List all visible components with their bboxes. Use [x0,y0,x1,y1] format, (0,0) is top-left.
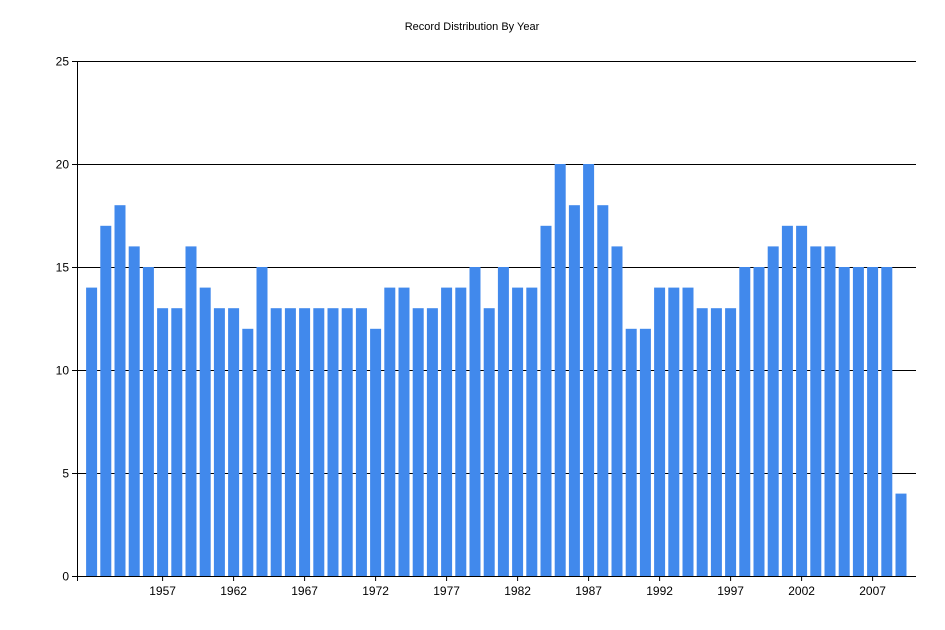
y-tick-label: 0 [62,570,69,584]
bar [725,308,737,576]
bar [199,287,211,576]
bar [370,328,382,576]
bar [867,267,879,576]
bar [86,287,98,576]
x-tick-label: 1992 [646,584,673,598]
y-axis-ticks: 0 5 10 15 20 25 [56,55,77,584]
bar [455,287,467,576]
bar [384,287,396,576]
x-tick-label: 1987 [575,584,602,598]
y-tick-label: 15 [56,261,70,275]
x-tick-label: 1977 [433,584,460,598]
chart-title: Record Distribution By Year [405,21,540,33]
bar [412,308,424,576]
bar [398,287,410,576]
bar [767,246,779,576]
bar [668,287,680,576]
x-tick-label: 1972 [362,584,389,598]
bar [696,308,708,576]
bar [881,267,893,576]
bar [753,267,765,576]
bar [313,308,325,576]
x-tick-label: 2007 [859,584,886,598]
bar [469,267,481,576]
y-tick-label: 20 [56,158,70,172]
bar [810,246,822,576]
bar [682,287,694,576]
bar [838,267,850,576]
bar [270,308,282,576]
bar [242,328,254,576]
axes [72,61,916,581]
bar [142,267,154,576]
bar [128,246,140,576]
x-tick-label: 1962 [220,584,247,598]
x-tick-label: 1997 [717,584,744,598]
y-tick-label: 10 [56,364,70,378]
bar [441,287,453,576]
bar [512,287,524,576]
bar [497,267,509,576]
bar [781,225,793,577]
bar [284,308,296,576]
y-tick-label: 25 [56,55,70,69]
bar [327,308,339,576]
bar [895,493,907,576]
bar [483,308,495,576]
bar [568,205,580,576]
bar [852,267,864,576]
bar [625,328,637,576]
bar [228,308,240,576]
bar [739,267,751,576]
x-tick-label: 1982 [504,584,531,598]
bar [554,164,566,576]
bar [171,308,183,576]
bar [185,246,197,576]
bar [639,328,651,576]
bar [710,308,722,576]
bar [526,287,538,576]
bar [355,308,367,576]
bar [299,308,311,576]
bar [824,246,836,576]
bar [114,205,126,576]
bar [157,308,169,576]
x-tick-label: 1967 [291,584,318,598]
bar [654,287,666,576]
x-tick-label: 2002 [788,584,815,598]
bar [540,225,552,577]
y-tick-label: 5 [62,467,69,481]
bar [100,225,112,577]
bar [597,205,609,576]
bar [256,267,268,576]
bar [426,308,438,576]
bar [796,225,808,577]
x-axis-ticks: 1957 1962 1967 1972 1977 1982 1987 1992 1997 2002… [149,576,886,598]
bar [611,246,623,576]
bar [213,308,225,576]
bar [341,308,353,576]
bars [86,164,907,577]
x-tick-label: 1957 [149,584,176,598]
bar [583,164,595,576]
